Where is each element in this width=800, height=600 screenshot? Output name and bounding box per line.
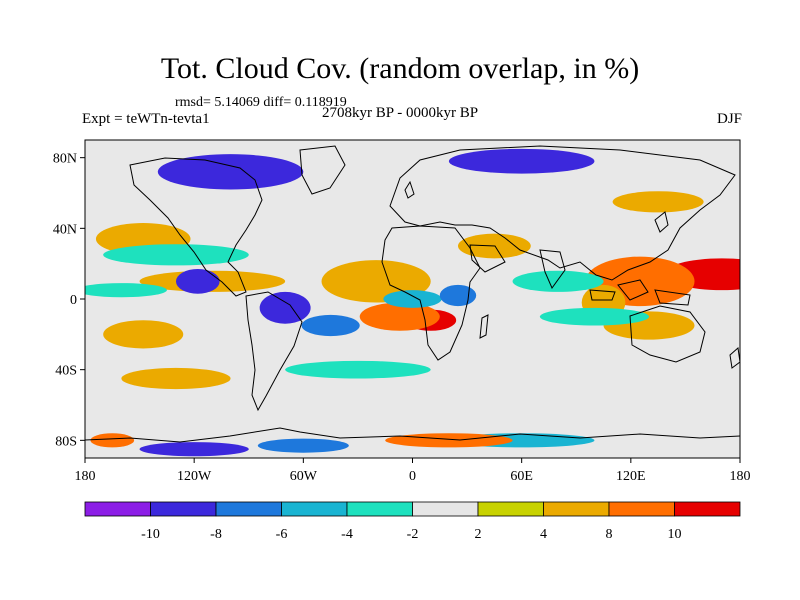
colorbar-swatch-4 <box>346 501 413 517</box>
y-tick-label-0: 80N <box>53 152 77 167</box>
colorbar-swatch-5 <box>412 501 479 517</box>
colorbar-label-4: -2 <box>407 527 419 542</box>
colorbar-label-3: -4 <box>341 527 353 542</box>
colorbar-label-6: 4 <box>540 527 547 542</box>
anomaly-patch-11 <box>612 191 704 213</box>
colorbar-swatch-1 <box>150 501 217 517</box>
rmsd-diff-subtitle: rmsd= 5.14069 diff= 0.118919 <box>175 95 347 110</box>
anomaly-patch-13 <box>175 268 220 294</box>
colorbar-label-7: 8 <box>606 527 613 542</box>
anomaly-patch-16 <box>383 290 442 308</box>
anomaly-patch-4 <box>359 302 440 331</box>
anomaly-patch-22 <box>85 283 167 298</box>
colorbar-label-8: 10 <box>668 527 682 542</box>
x-tick-label-4: 60E <box>510 469 533 484</box>
colorbar-swatch-3 <box>281 501 348 517</box>
colorbar-label-5: 2 <box>475 527 482 542</box>
anomaly-patch-10 <box>103 320 184 349</box>
x-tick-label-3: 0 <box>409 469 416 484</box>
colorbar-swatch-0 <box>84 501 151 517</box>
y-tick-label-3: 40S <box>55 364 77 379</box>
anomaly-patch-21 <box>512 270 604 292</box>
x-tick-label-1: 120W <box>177 469 212 484</box>
x-tick-label-0: 180 <box>75 469 96 484</box>
anomaly-patch-24 <box>285 360 431 379</box>
colorbar-swatch-8 <box>608 501 675 517</box>
experiment-label: Expt = teWTn-tevta1 <box>82 111 210 127</box>
colorbar-label-2: -6 <box>276 527 288 542</box>
x-tick-label-2: 60W <box>290 469 318 484</box>
anomaly-patch-26 <box>257 438 349 453</box>
colorbar-swatch-7 <box>543 501 610 517</box>
x-tick-label-5: 120E <box>616 469 646 484</box>
colorbar-swatch-9 <box>674 501 741 517</box>
anomaly-field <box>85 148 740 457</box>
anomaly-patch-20 <box>103 244 249 266</box>
anomaly-patch-17 <box>439 284 477 307</box>
plot-title: Tot. Cloud Cov. (random overlap, in %) <box>160 52 640 85</box>
anomaly-patch-15 <box>301 314 360 337</box>
anomaly-patch-18 <box>157 154 304 190</box>
anomaly-patch-29 <box>90 433 135 448</box>
y-tick-label-2: 0 <box>70 293 77 308</box>
colorbar-label-1: -8 <box>210 527 222 542</box>
anomaly-patch-19 <box>448 148 595 174</box>
anomaly-patch-28 <box>385 433 513 448</box>
colorbar-swatch-2 <box>215 501 282 517</box>
anomaly-patch-14 <box>259 291 311 324</box>
y-tick-label-1: 40N <box>53 222 77 237</box>
time-period-label: 2708kyr BP - 0000kyr BP <box>322 105 479 121</box>
anomaly-patch-23 <box>539 307 650 326</box>
anomaly-patch-25 <box>139 442 249 457</box>
y-tick-label-4: 80S <box>55 434 77 449</box>
anomaly-patch-12 <box>121 367 231 390</box>
map-axes: 180 120W 60W 0 60E 120E 180 80N 40N 0 40S 80S <box>53 152 751 484</box>
x-tick-label-6: 180 <box>730 469 751 484</box>
colorbar-label-0: -10 <box>141 527 160 542</box>
colorbar-swatch-6 <box>477 501 544 517</box>
season-label: DJF <box>716 111 742 127</box>
colorbar: -10 -8 -6 -4 -2 2 4 8 10 <box>84 501 741 542</box>
coastlines <box>85 145 740 443</box>
